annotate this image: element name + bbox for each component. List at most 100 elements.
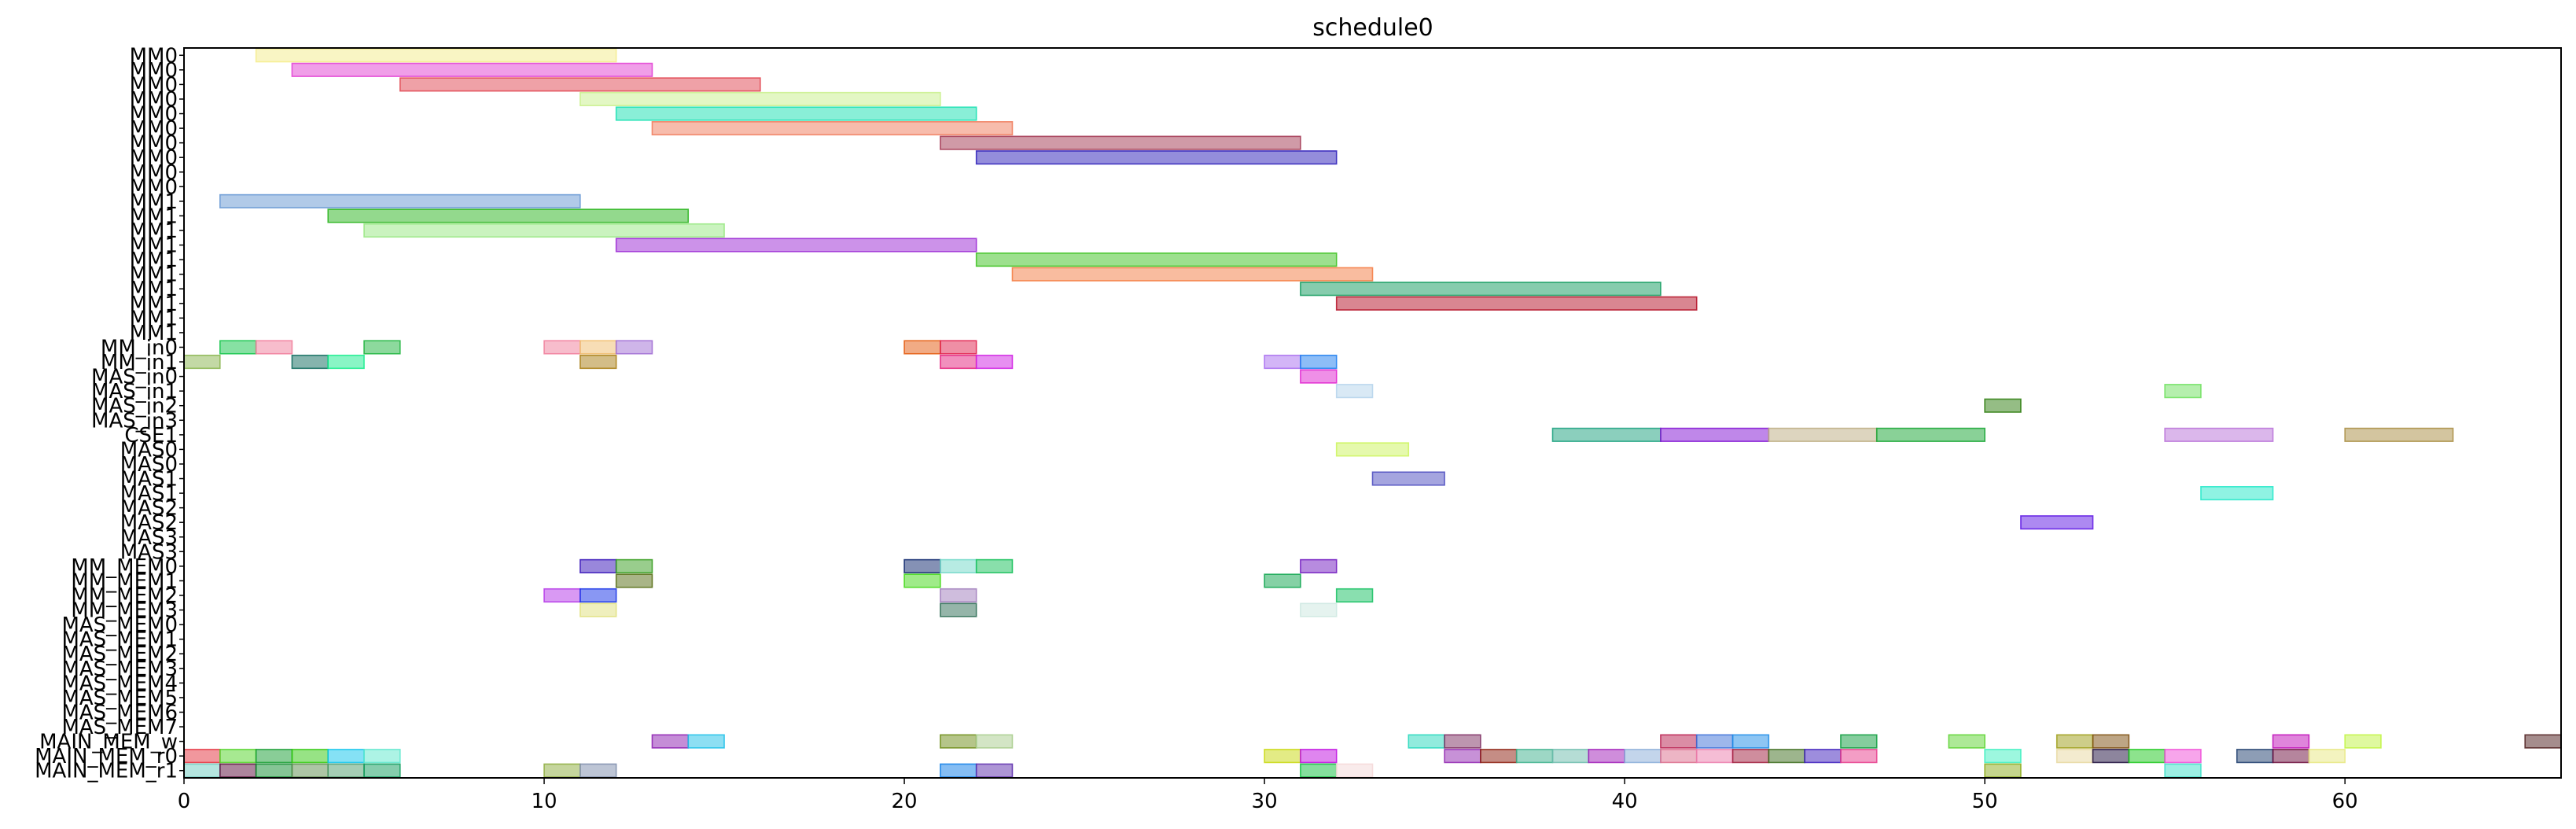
gantt-bar: [1768, 427, 1878, 442]
y-tick-label: MM_in0: [101, 336, 178, 359]
y-tick-label: MM1: [130, 249, 178, 272]
gantt-bar: [1264, 573, 1301, 588]
gantt-bar: [975, 354, 1014, 370]
gantt-bar: [975, 150, 1338, 165]
gantt-bar: [363, 763, 401, 778]
x-tick-label: 30: [1252, 790, 1278, 813]
gantt-bar: [615, 238, 977, 252]
y-tick-label: MM1: [130, 307, 178, 330]
gantt-bar: [1480, 749, 1518, 764]
gantt-bar: [1660, 427, 1770, 442]
y-tick-label: MM0: [130, 73, 178, 97]
gantt-bar: [543, 763, 581, 778]
gantt-bar: [2092, 749, 2130, 764]
y-tick-label: MAS3: [120, 526, 178, 550]
y-tick-label: MM0: [130, 175, 178, 199]
y-tick-labels: MM0MM0MM0MM0MM0MM0MM0MM0MM0MM0MM1MM1MM1M…: [35, 44, 184, 783]
y-tick-label: MAS_MEM2: [61, 643, 178, 666]
y-tick-label: MM0: [130, 59, 178, 83]
gantt-bar: [1300, 763, 1338, 778]
gantt-bar: [940, 354, 977, 370]
gantt-bar: [1948, 734, 1985, 749]
gantt-bar: [940, 734, 977, 749]
y-tick-label: MM_MEM3: [71, 599, 178, 623]
gantt-bar: [1768, 749, 1805, 764]
y-tick-label: MAIN_MEM_r1: [35, 760, 178, 783]
y-tick-label: MAS0: [120, 438, 178, 462]
gantt-bar: [1300, 354, 1338, 370]
y-tick-label: MM1: [130, 293, 178, 316]
chart-title: schedule0: [1312, 14, 1433, 42]
gantt-bar: [2164, 749, 2202, 764]
gantt-bar: [975, 252, 1338, 267]
gantt-bar: [1840, 749, 1878, 764]
x-tick-label: 0: [178, 790, 191, 813]
gantt-bar: [903, 573, 941, 588]
y-tick-label: MAS_MEM1: [61, 628, 178, 652]
y-tick-label: MAS_MEM5: [61, 687, 178, 710]
gantt-bar: [903, 558, 941, 573]
gantt-bar: [1444, 749, 1481, 764]
gantt-bar: [1264, 354, 1301, 370]
y-tick-label: MAS_in1: [91, 380, 178, 403]
gantt-bar: [327, 763, 365, 778]
gantt-bar: [291, 354, 329, 370]
gantt-bar: [651, 121, 1014, 136]
gantt-bar: [2164, 427, 2274, 442]
y-tick-label: MM_MEM0: [71, 555, 178, 579]
gantt-bar: [1875, 427, 1985, 442]
gantt-bar: [1300, 558, 1338, 573]
gantt-bar: [975, 763, 1014, 778]
gantt-bar: [219, 749, 257, 764]
gantt-bar: [1515, 749, 1554, 764]
gantt-bar: [580, 602, 617, 617]
gantt-bar: [255, 749, 293, 764]
gantt-bar: [2055, 749, 2094, 764]
gantt-bar: [2272, 749, 2310, 764]
gantt-bar: [2344, 734, 2382, 749]
gantt-bar: [1551, 427, 1662, 442]
y-tick-label: MAS_in2: [91, 395, 178, 418]
y-tick-label: MM_MEM2: [71, 584, 178, 608]
x-tick-label: 10: [531, 790, 557, 813]
gantt-bar: [327, 354, 365, 370]
y-tick-label: MAS_in3: [91, 409, 178, 433]
gantt-bar: [255, 340, 293, 355]
gantt-bar: [1444, 734, 1481, 749]
gantt-bar: [327, 749, 365, 764]
gantt-bar: [975, 558, 1014, 573]
gantt-bar: [219, 763, 257, 778]
y-tick-label: MAS2: [120, 511, 178, 535]
gantt-bar: [1300, 282, 1662, 297]
y-tick-label: MAS_MEM7: [61, 716, 178, 739]
gantt-bar: [615, 340, 653, 355]
y-tick-label: MM1: [130, 219, 178, 243]
gantt-bar: [399, 77, 761, 92]
gantt-bar: [2272, 734, 2310, 749]
gantt-bar: [1408, 734, 1445, 749]
gantt-bar: [2200, 485, 2274, 501]
y-tick-label: CSE1: [124, 424, 178, 448]
gantt-bar: [2236, 749, 2274, 764]
gantt-bar: [1300, 602, 1338, 617]
gantt-bar: [580, 588, 617, 603]
y-tick-label: MM_MEM1: [71, 569, 178, 593]
y-tick-label: MAS_MEM3: [61, 658, 178, 681]
gantt-bar: [1335, 763, 1374, 778]
gantt-bar: [1551, 749, 1590, 764]
gantt-bar: [1731, 749, 1770, 764]
gantt-bar: [291, 62, 653, 77]
gantt-bar: [2128, 749, 2166, 764]
y-tick-label: MM0: [130, 117, 178, 141]
gantt-bar: [1984, 749, 2022, 764]
y-tick-label: MAS2: [120, 497, 178, 521]
y-tick-label: MAS_MEM6: [61, 701, 178, 724]
gantt-bar: [580, 763, 617, 778]
y-tick-label: MM0: [130, 88, 178, 112]
y-tick-label: MAIN_MEM_w: [39, 731, 178, 754]
gantt-bar: [975, 734, 1014, 749]
y-tick-label: MAIN_MEM_r0: [35, 745, 178, 768]
gantt-bar: [2308, 749, 2346, 764]
gantt-bar: [615, 573, 653, 588]
